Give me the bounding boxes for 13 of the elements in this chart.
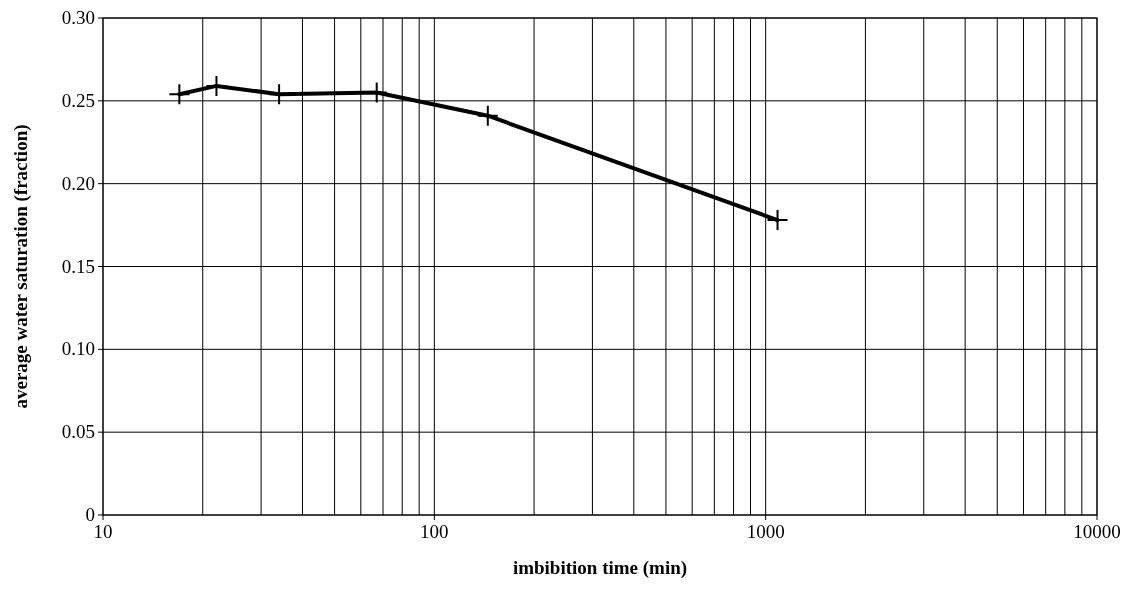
y-tick-label: 0.15 [61, 255, 95, 277]
x-tick-label: 1000 [746, 521, 785, 542]
y-tick-label: 0.20 [61, 172, 95, 194]
x-tick-label: 10000 [1073, 521, 1121, 542]
x-tick-label: 100 [420, 521, 449, 542]
y-tick-label: 0.10 [61, 338, 95, 360]
x-tick-label: 10 [93, 521, 113, 542]
x-axis-title: imbibition time (min) [512, 557, 688, 579]
y-tick-label: 0.05 [61, 421, 95, 443]
y-tick-label: 0 [85, 504, 95, 525]
y-axis-title: average water saturation (fraction) [10, 124, 32, 409]
y-tick-label: 0.25 [61, 89, 95, 111]
y-tick-label: 0.30 [61, 7, 95, 28]
